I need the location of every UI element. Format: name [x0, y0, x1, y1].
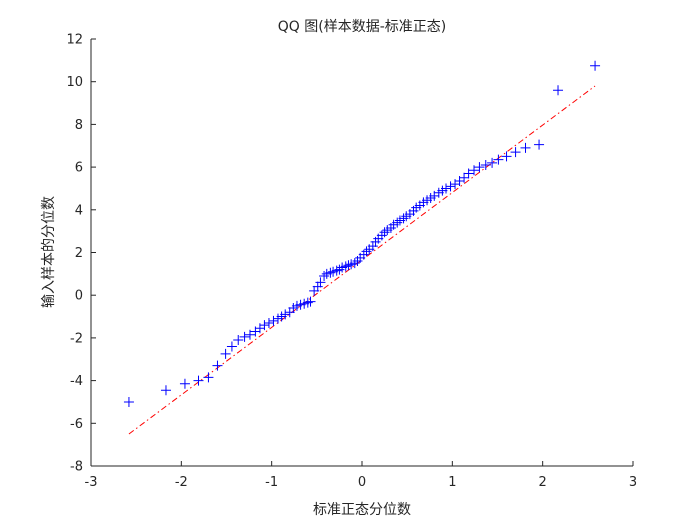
y-tick-label: -6	[70, 417, 83, 432]
sample-point	[534, 139, 545, 150]
x-tick-label: -1	[265, 475, 278, 490]
plot-area	[91, 39, 633, 466]
sample-point	[244, 329, 255, 340]
y-tick-label: 12	[66, 33, 83, 48]
x-tick-label: -3	[85, 475, 98, 490]
x-axis-label: 标准正态分位数	[313, 502, 411, 518]
sample-point	[160, 385, 171, 396]
sample-point	[193, 375, 204, 386]
sample-point	[212, 360, 223, 371]
sample-point	[239, 331, 250, 342]
sample-point	[441, 183, 452, 194]
y-tick-label: 2	[75, 246, 83, 261]
sample-point	[445, 181, 456, 192]
sample-point	[469, 165, 480, 176]
sample-point	[392, 217, 403, 228]
chart-title: QQ 图(样本数据-标准正态)	[278, 19, 446, 35]
sample-point	[398, 213, 409, 224]
y-ticks: -8 -6 -4 -2 0 2 4 6 8 10 12	[66, 33, 96, 475]
sample-point	[379, 227, 390, 238]
sample-point	[331, 265, 342, 276]
sample-point	[179, 378, 190, 389]
sample-point	[220, 348, 231, 359]
sample-point	[325, 267, 336, 278]
sample-point	[590, 60, 601, 71]
x-tick-label: -2	[175, 475, 188, 490]
sample-point	[361, 246, 372, 257]
sample-point	[349, 258, 360, 269]
sample-point	[463, 168, 474, 179]
sample-point	[493, 154, 504, 165]
sample-point	[315, 277, 326, 288]
y-tick-label: 0	[75, 289, 83, 304]
sample-point	[510, 147, 521, 158]
sample-point	[203, 372, 214, 383]
y-tick-label: 4	[75, 203, 83, 218]
sample-point	[474, 162, 485, 173]
sample-point	[268, 315, 279, 326]
x-tick-label: 3	[629, 475, 637, 490]
sample-points-layer	[123, 60, 601, 407]
sample-point	[319, 270, 330, 281]
y-tick-label: 10	[66, 75, 83, 90]
y-tick-label: -4	[70, 374, 83, 389]
sample-point	[459, 172, 470, 183]
y-tick-label: -8	[70, 460, 83, 475]
sample-point	[501, 151, 512, 162]
x-tick-label: 0	[358, 475, 366, 490]
reference-line	[128, 85, 596, 435]
x-ticks: -3 -2 -1 0 1 2 3	[85, 461, 637, 490]
sample-point	[480, 159, 491, 170]
y-tick-label: -2	[70, 331, 83, 346]
y-tick-label: 6	[75, 161, 83, 176]
sample-point	[305, 296, 316, 307]
sample-point	[367, 241, 378, 252]
sample-point	[343, 260, 354, 271]
sample-point	[312, 281, 323, 292]
sample-point	[233, 335, 244, 346]
sample-point	[302, 297, 313, 308]
x-tick-label: 1	[448, 475, 456, 490]
sample-point	[263, 317, 274, 328]
sample-point	[334, 264, 345, 275]
x-tick-label: 2	[539, 475, 547, 490]
sample-point	[520, 142, 531, 153]
sample-point	[259, 320, 270, 331]
sample-point	[487, 157, 498, 168]
y-tick-label: 8	[75, 118, 83, 133]
sample-point	[340, 261, 351, 272]
y-axis-label: 输入样本的分位数	[41, 196, 57, 308]
sample-point	[123, 396, 134, 407]
reference-line-layer	[128, 85, 596, 435]
sample-point	[553, 85, 564, 96]
sample-point	[226, 341, 237, 352]
sample-point	[280, 309, 291, 320]
